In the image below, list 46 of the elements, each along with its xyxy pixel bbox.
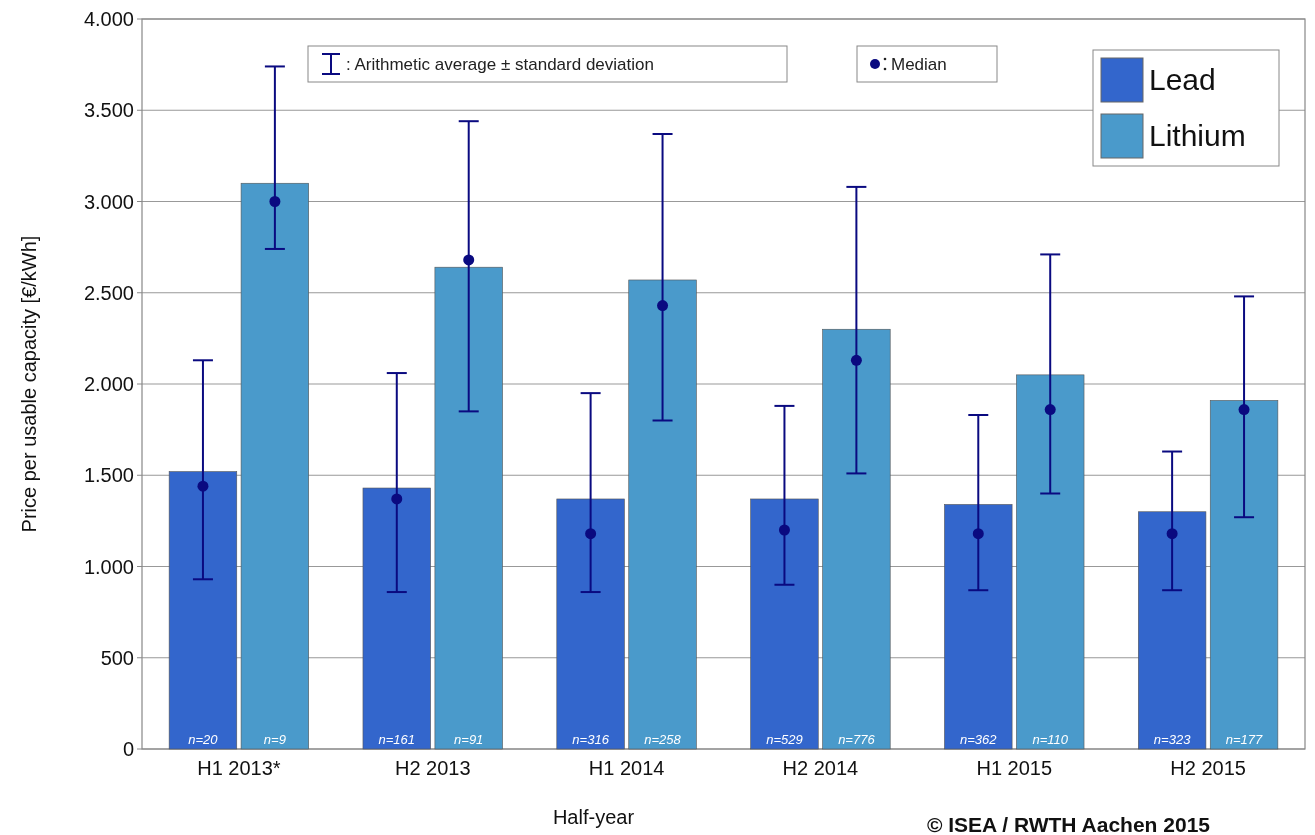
- annotation: n=177: [1225, 732, 1264, 747]
- y-tick-label: 0: [122, 738, 134, 760]
- annotation: n=9: [263, 732, 286, 747]
- bar: [362, 487, 431, 750]
- y-tick-label: 2.000: [83, 373, 134, 395]
- legend-label: Lead: [1149, 63, 1216, 96]
- bar: [1016, 374, 1085, 750]
- annotation: : Arithmetic average ± standard deviation: [346, 55, 654, 74]
- bar: [1138, 511, 1207, 750]
- annotation: n=110: [1032, 732, 1069, 747]
- x-tick-label: H2 2013: [394, 757, 471, 779]
- legend-label: Median: [891, 55, 947, 74]
- bar: [240, 182, 309, 750]
- bar: [628, 279, 697, 750]
- y-axis-title: Price per usable capacity [€/kWh]: [18, 235, 40, 533]
- y-tick-label: 3.500: [83, 99, 134, 122]
- bar: [168, 471, 238, 750]
- bar: [556, 498, 625, 750]
- bar: [750, 498, 819, 750]
- x-tick-label: H1 2014: [588, 757, 665, 779]
- y-tick-label: 1.500: [83, 464, 134, 487]
- annotation: n=91: [454, 732, 484, 747]
- y-tick-label: 2.500: [83, 281, 134, 304]
- annotation: n=161: [378, 732, 416, 747]
- annotation: n=20: [188, 732, 219, 747]
- x-tick-label: H2 2015: [1170, 757, 1246, 779]
- annotation: n=776: [838, 732, 876, 747]
- bar: [944, 504, 1013, 750]
- x-tick-label: H2 2014: [782, 757, 859, 779]
- annotation: n=258: [644, 732, 682, 747]
- y-tick-label: 1.000: [83, 555, 134, 578]
- y-tick-label: 500: [100, 646, 134, 669]
- annotation: n=316: [572, 732, 610, 747]
- bar: [822, 328, 891, 750]
- annotation: n=362: [960, 732, 998, 747]
- x-tick-label: H1 2015: [976, 757, 1053, 779]
- annotation: n=529: [766, 732, 803, 747]
- legend-label: Lithium: [1149, 119, 1246, 152]
- bar: [434, 266, 503, 750]
- x-tick-label: H1 2013*: [197, 757, 281, 779]
- y-tick-label: 3.000: [83, 190, 134, 213]
- text: © ISEA / RWTH Aachen 2015: [926, 813, 1211, 835]
- y-tick-label: 4.000: [83, 8, 134, 30]
- annotation: n=323: [1153, 732, 1192, 747]
- bar: [1209, 400, 1279, 750]
- x-axis-title: Half-year: [552, 806, 635, 828]
